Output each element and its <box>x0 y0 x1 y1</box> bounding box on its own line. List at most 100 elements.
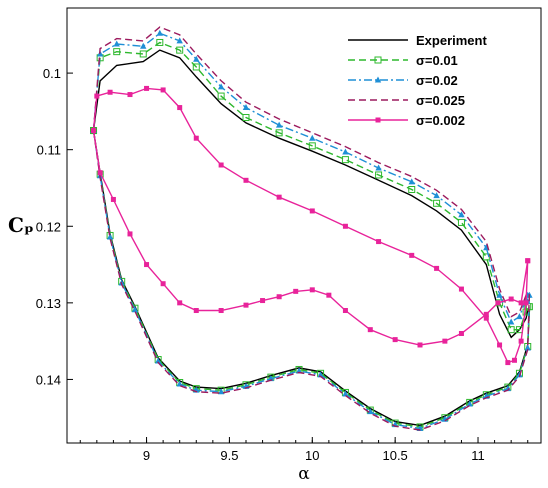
data-point-marker <box>375 164 382 171</box>
data-point-marker <box>144 262 150 268</box>
data-point-marker <box>342 223 348 229</box>
x-tick-label: 11 <box>471 448 485 463</box>
data-point-marker <box>160 87 166 93</box>
data-point-marker <box>156 38 164 46</box>
data-point-marker <box>496 291 503 298</box>
data-point-marker <box>192 63 200 71</box>
data-point-marker <box>525 258 531 264</box>
data-point-marker <box>308 142 316 150</box>
data-point-marker <box>409 252 415 258</box>
data-point-marker <box>342 308 348 314</box>
data-point-marker <box>177 300 183 306</box>
data-point-marker <box>505 360 511 366</box>
data-point-marker <box>144 85 150 91</box>
data-point-marker <box>483 311 489 317</box>
data-point-marker <box>218 162 224 168</box>
data-point-marker <box>154 357 162 364</box>
data-point-marker <box>504 385 512 392</box>
data-point-marker <box>434 265 440 271</box>
data-point-marker <box>295 367 303 374</box>
y-axis-ticks: 0.1 0.11 0.12 0.13 0.14 <box>36 66 73 387</box>
x-tick-label: 9 <box>143 448 150 463</box>
x-tick-label: 10 <box>305 448 319 463</box>
y-axis-label: Cₚ <box>8 213 34 237</box>
data-point-marker <box>176 380 183 387</box>
data-point-marker <box>242 114 250 122</box>
legend-label: σ=0.025 <box>416 93 465 108</box>
series-line <box>92 130 531 430</box>
data-point-marker <box>127 231 133 237</box>
legend: Experiment σ=0.01 σ=0.02 σ=0.025 σ=0.002 <box>348 33 487 128</box>
data-point-marker <box>367 327 373 333</box>
data-point-marker <box>374 76 382 83</box>
data-point-marker <box>458 286 464 292</box>
data-point-marker <box>518 338 524 344</box>
data-point-marker <box>193 308 199 314</box>
data-point-marker <box>392 337 398 343</box>
data-point-marker <box>113 40 120 47</box>
data-point-marker <box>106 233 114 240</box>
data-point-marker <box>176 37 183 44</box>
y-tick-label: 0.1 <box>43 66 61 81</box>
data-point-marker <box>317 371 324 378</box>
series-1 <box>90 38 533 431</box>
legend-label: σ=0.01 <box>416 53 458 68</box>
legend-label: σ=0.02 <box>416 73 458 88</box>
series-3 <box>92 26 531 431</box>
data-point-marker <box>113 48 121 56</box>
data-point-marker <box>458 211 465 218</box>
y-tick-label: 0.14 <box>36 372 61 387</box>
data-point-marker <box>483 315 489 321</box>
series-2 <box>90 29 533 431</box>
data-point-marker <box>511 357 517 363</box>
data-point-marker <box>107 89 113 95</box>
data-point-marker <box>242 104 250 111</box>
data-point-marker <box>309 208 315 214</box>
data-point-marker <box>193 55 200 62</box>
x-tick-label: 10.5 <box>382 448 407 463</box>
data-point-marker <box>375 171 383 179</box>
data-point-marker <box>524 344 531 351</box>
data-point-marker <box>342 390 349 397</box>
data-point-marker <box>497 342 503 348</box>
data-point-marker <box>457 218 465 226</box>
data-point-marker <box>516 313 523 320</box>
x-axis-ticks: 9 9.5 10 10.5 11 <box>79 437 529 463</box>
data-point-marker <box>139 50 147 58</box>
data-point-marker <box>218 308 224 314</box>
data-point-marker <box>309 134 316 141</box>
axes-frame <box>66 7 542 444</box>
data-point-marker <box>260 298 266 304</box>
data-point-marker <box>267 375 275 382</box>
plot-area <box>90 26 533 431</box>
data-point-marker <box>140 42 147 49</box>
data-point-marker <box>458 330 464 336</box>
data-point-marker <box>408 186 416 194</box>
series-line <box>92 41 529 331</box>
x-axis-label: α <box>298 464 310 484</box>
data-point-marker <box>156 29 164 36</box>
data-point-marker <box>508 296 514 302</box>
legend-label: Experiment <box>416 33 487 48</box>
series-line <box>92 130 531 431</box>
series-line <box>92 26 529 318</box>
data-point-marker <box>110 196 116 202</box>
series-line <box>92 32 529 324</box>
data-point-marker <box>523 300 529 306</box>
data-point-marker <box>193 135 199 141</box>
data-point-marker <box>94 93 100 99</box>
data-point-marker <box>97 170 103 176</box>
data-point-marker <box>341 156 349 164</box>
data-point-marker <box>417 342 423 348</box>
data-point-marker <box>176 46 184 54</box>
data-point-marker <box>160 281 166 287</box>
data-point-marker <box>309 287 315 293</box>
x-tick-label: 9.5 <box>220 448 238 463</box>
data-point-marker <box>326 292 332 298</box>
data-point-marker <box>376 239 382 245</box>
data-point-marker <box>442 338 448 344</box>
data-point-marker <box>495 300 501 306</box>
data-point-marker <box>276 294 282 300</box>
data-point-marker <box>408 178 415 185</box>
